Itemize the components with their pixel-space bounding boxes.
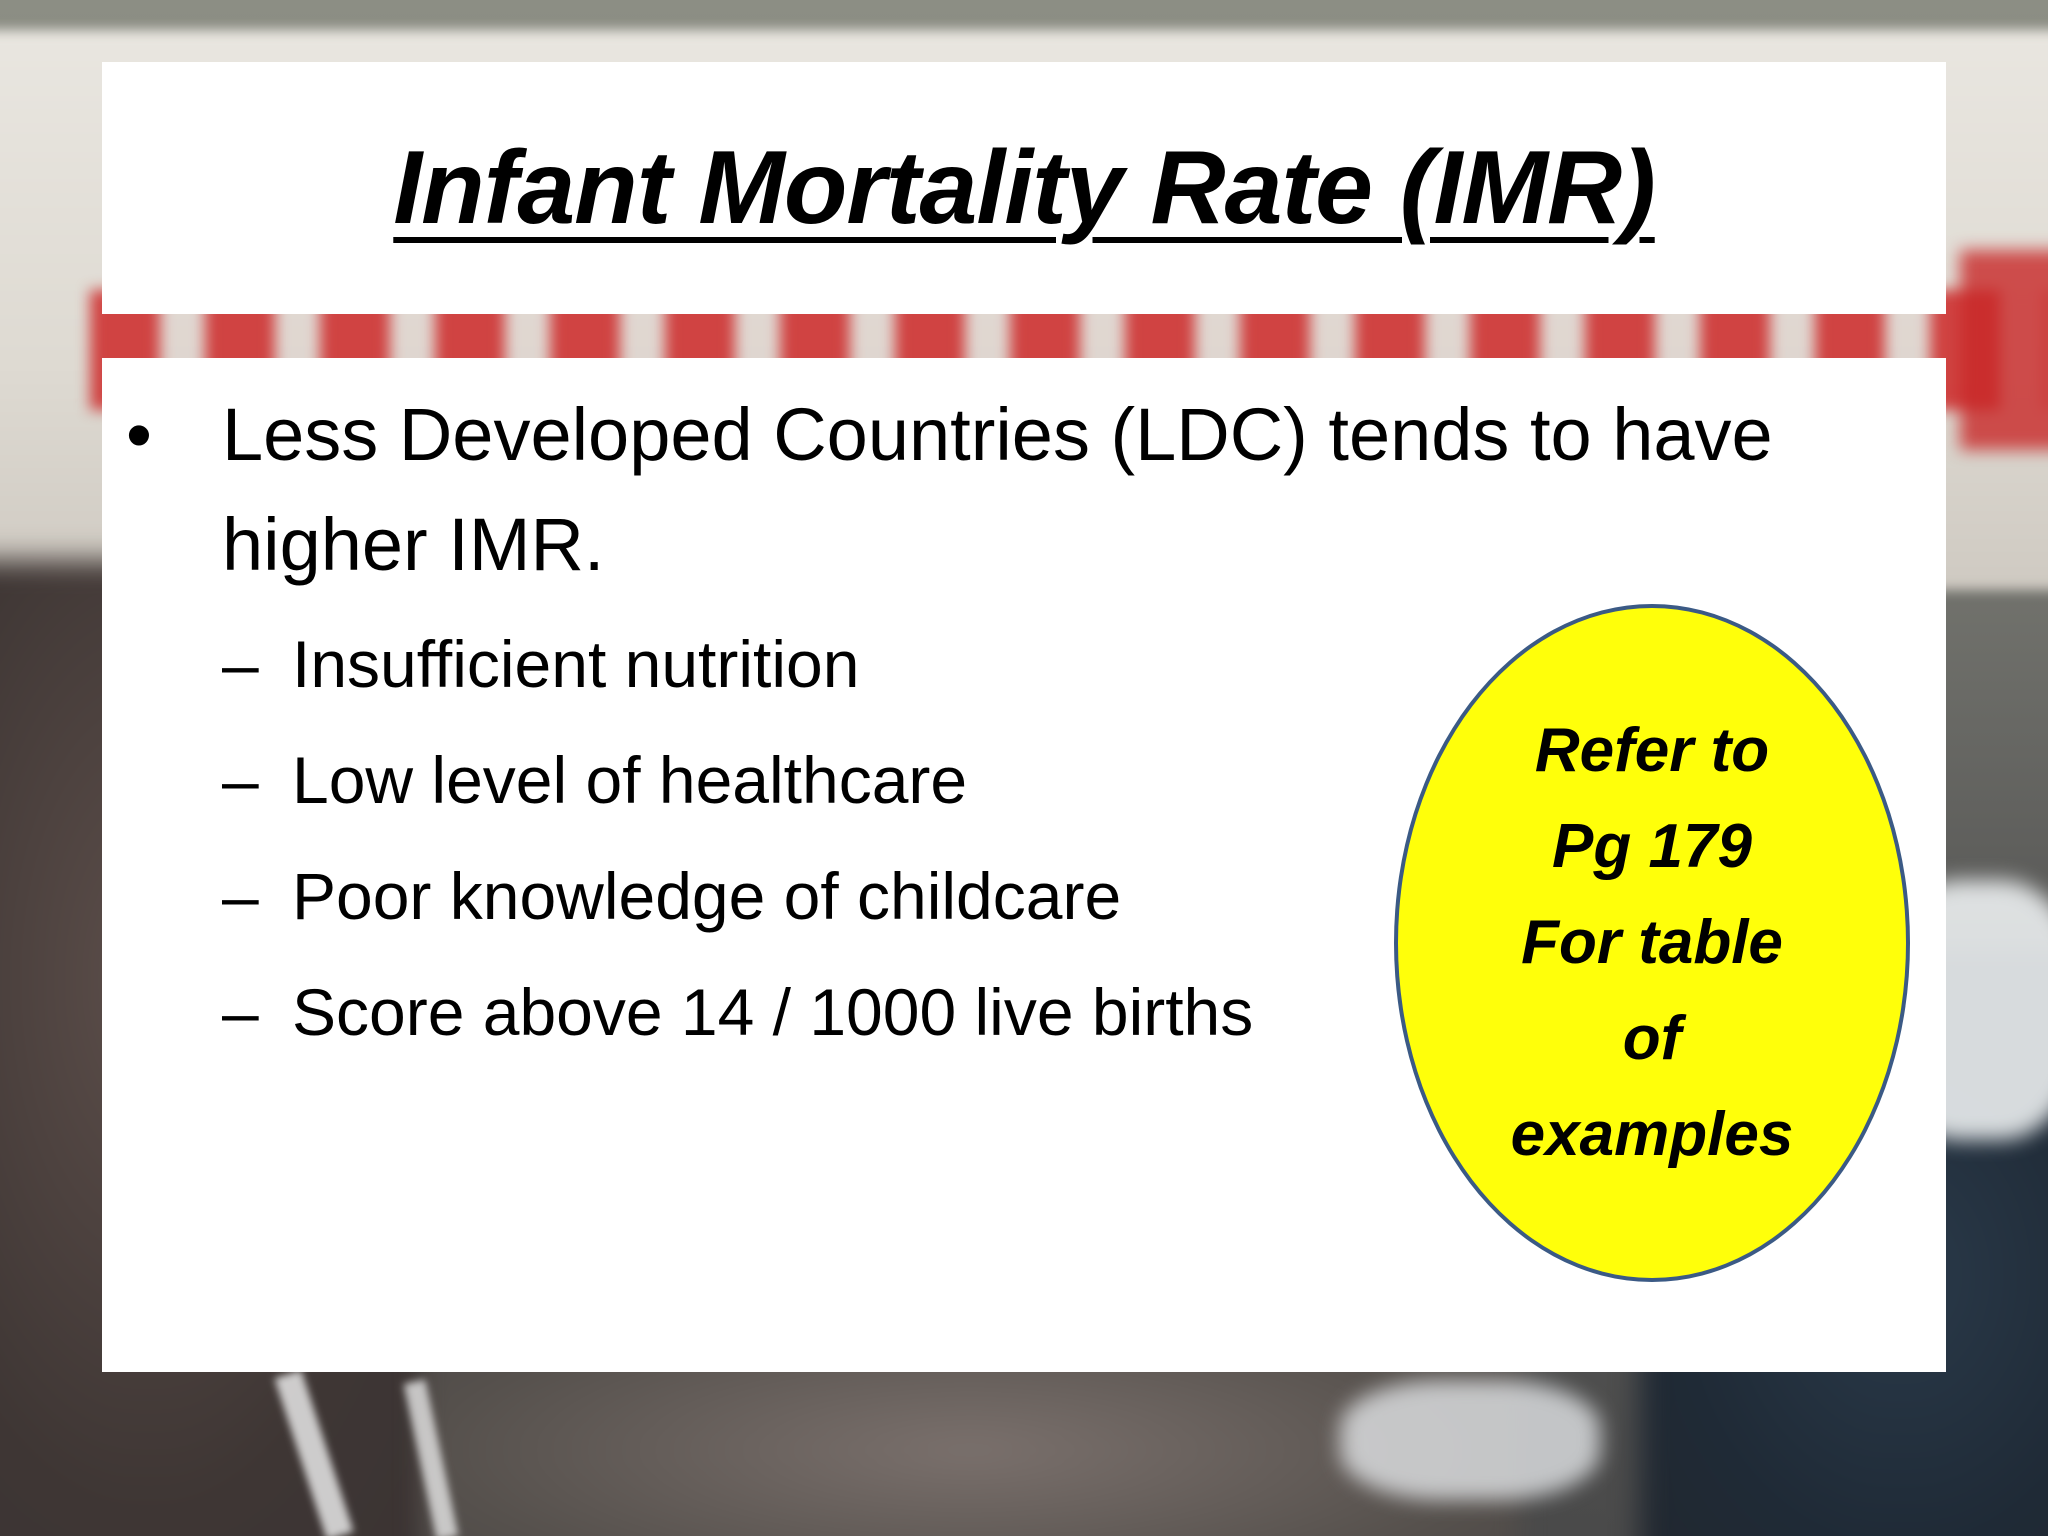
dash-marker: – — [222, 859, 259, 933]
slide-title: Infant Mortality Rate (IMR) — [393, 129, 1655, 246]
sub-bullet-text: Poor knowledge of childcare — [292, 859, 1122, 933]
sub-bullet-item: – Score above 14 / 1000 live births — [222, 954, 1253, 1070]
background-banner-lettering-edge — [1960, 250, 2048, 450]
sub-bullet-text: Low level of healthcare — [292, 743, 968, 817]
sub-bullet-list: – Insufficient nutrition – Low level of … — [222, 606, 1253, 1070]
callout-line: Pg 179 — [1552, 812, 1752, 881]
bullet-text-line-1: Less Developed Countries (LDC) tends to … — [222, 393, 1773, 476]
background-cloth-lower — [1340, 1380, 1600, 1500]
title-panel: Infant Mortality Rate (IMR) — [102, 62, 1946, 314]
bullet-text-line-2: higher IMR. — [222, 503, 605, 586]
sub-bullet-item: – Poor knowledge of childcare — [222, 838, 1253, 954]
dash-marker: – — [222, 975, 259, 1049]
bullet-marker: • — [126, 393, 152, 476]
callout-line: examples — [1510, 1100, 1794, 1169]
dash-marker: – — [222, 627, 259, 701]
callout-line: Refer to — [1534, 716, 1770, 785]
sub-bullet-item: – Low level of healthcare — [222, 722, 1253, 838]
sub-bullet-text: Insufficient nutrition — [292, 627, 860, 701]
sub-bullet-text: Score above 14 / 1000 live births — [292, 975, 1254, 1049]
callout-line: of — [1622, 1004, 1682, 1073]
callout-line: For table — [1521, 908, 1783, 977]
reference-callout: Refer to Pg 179 For table of examples — [1394, 604, 1910, 1282]
main-bullet: • Less Developed Countries (LDC) tends t… — [126, 380, 1926, 600]
bullet-text: Less Developed Countries (LDC) tends to … — [222, 380, 1926, 600]
dash-marker: – — [222, 743, 259, 817]
sub-bullet-item: – Insufficient nutrition — [222, 606, 1253, 722]
